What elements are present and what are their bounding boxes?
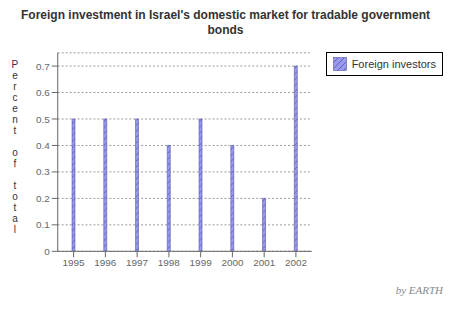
html-text:r: r [13,81,17,92]
html-text:l: l [13,224,17,235]
svg-text:0: 0 [44,246,50,257]
svg-text:2000: 2000 [221,257,244,268]
svg-text:0.4: 0.4 [36,140,50,151]
html-text:Foreign investment in Israel's: Foreign investment in Israel's domestic … [21,8,430,37]
html-text:t: t [13,125,17,136]
html-text:a: a [12,213,18,224]
svg-text:1998: 1998 [158,257,181,268]
svg-text:2002: 2002 [285,257,308,268]
html-text:Foreign investors: Foreign investors [351,58,436,70]
html-text:t: t [13,202,17,213]
svg-text:0.2: 0.2 [36,193,50,204]
html-text:f: f [13,158,17,169]
html-text:n: n [12,114,18,125]
svg-text:0.1: 0.1 [36,219,50,230]
svg-text:0.5: 0.5 [36,114,50,125]
html-text:c: c [12,92,18,103]
html-text:t: t [13,180,17,191]
html-text:e: e [12,70,18,81]
html-text:by EARTH: by EARTH [395,284,443,296]
html-text:P: P [11,59,19,70]
html-text:o: o [12,147,18,158]
html-text:o: o [12,191,18,202]
svg-text:1996: 1996 [94,257,117,268]
svg-text:1999: 1999 [190,257,213,268]
svg-text:0.6: 0.6 [36,87,50,98]
svg-text:1997: 1997 [126,257,149,268]
svg-text:2001: 2001 [253,257,276,268]
svg-text:0.3: 0.3 [36,166,50,177]
html-text:e: e [12,103,18,114]
svg-text:1995: 1995 [62,257,85,268]
svg-text:0.7: 0.7 [36,61,50,72]
